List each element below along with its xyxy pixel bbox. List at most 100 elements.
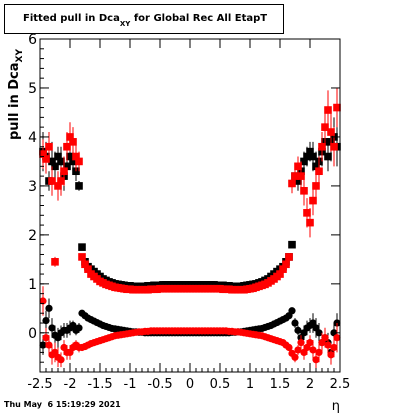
- data-point: [39, 297, 47, 305]
- data-point: [288, 179, 296, 188]
- data-point: [282, 260, 290, 269]
- chart-title-subscript: XY: [119, 20, 131, 28]
- data-point: [63, 142, 71, 151]
- data-point: [324, 341, 332, 349]
- x-tick-label: -1.5: [87, 377, 112, 392]
- data-point: [48, 324, 56, 332]
- data-point: [315, 329, 323, 337]
- x-tick-label: -1: [124, 377, 137, 392]
- data-point: [300, 187, 308, 195]
- x-tick-label: 0.5: [210, 377, 231, 392]
- data-point: [306, 339, 314, 347]
- data-point: [75, 157, 83, 166]
- y-axis-label-main: pull in Dca: [7, 62, 22, 140]
- data-point: [312, 356, 320, 364]
- x-tick-label: -0.5: [147, 377, 172, 392]
- data-point: [54, 152, 62, 161]
- data-point: [84, 265, 92, 273]
- data-point: [42, 155, 50, 163]
- data-point: [333, 334, 341, 342]
- data-point: [57, 356, 65, 364]
- data-point: [288, 307, 296, 315]
- x-tick-label: 2.5: [330, 377, 351, 392]
- data-point: [294, 177, 302, 185]
- data-point: [294, 162, 302, 171]
- y-tick-label: 2: [28, 228, 37, 244]
- data-point: [327, 351, 335, 359]
- data-point: [75, 182, 83, 190]
- y-tick-label: 0: [28, 326, 37, 342]
- data-point: [75, 324, 83, 332]
- data-point: [63, 162, 71, 171]
- x-tick-label: 1: [246, 377, 254, 392]
- data-point: [309, 346, 317, 354]
- y-tick-label: 1: [28, 277, 37, 293]
- data-point: [66, 152, 74, 161]
- chart-axes-layer: [39, 38, 341, 373]
- chart-title-suffix: for Global Rec All EtapT: [130, 13, 268, 24]
- data-point: [69, 157, 77, 166]
- data-point: [276, 270, 284, 278]
- data-point: [321, 334, 329, 342]
- data-point: [66, 133, 74, 141]
- data-point: [39, 341, 47, 349]
- chart-labels-layer: -2.5 -2 -1.5 -1 -0.5 0 0.5 1 1.5 2 2.5 0 1 2 3 4 5 6 η pull…: [7, 32, 350, 414]
- data-point: [291, 172, 299, 180]
- data-point: [291, 353, 299, 361]
- data-point: [45, 341, 53, 349]
- data-point: [51, 162, 59, 171]
- data-point: [306, 218, 314, 227]
- data-point: [315, 348, 323, 357]
- series-3: [39, 286, 341, 370]
- data-point: [45, 304, 53, 312]
- data-point: [306, 147, 314, 156]
- x-tick-label: 0: [186, 377, 194, 392]
- data-point: [81, 260, 89, 269]
- data-point: [333, 103, 341, 112]
- y-tick-label: 5: [28, 81, 37, 97]
- data-point: [57, 157, 65, 166]
- x-tick-label: 1.5: [270, 377, 291, 392]
- data-point: [60, 167, 68, 176]
- x-tick-label: -2.5: [27, 377, 52, 392]
- data-point: [330, 343, 338, 352]
- data-point: [39, 150, 47, 158]
- data-point: [321, 123, 329, 131]
- data-point: [309, 196, 317, 205]
- data-point: [294, 326, 302, 334]
- y-tick-label: 3: [28, 179, 37, 195]
- data-point: [318, 142, 326, 151]
- data-point: [48, 157, 56, 166]
- data-point: [330, 142, 338, 151]
- chart-title-box: Fitted pull in DcaXY for Global Rec All …: [4, 4, 284, 34]
- data-point: [51, 258, 59, 266]
- data-point: [327, 128, 335, 136]
- data-point: [42, 334, 50, 342]
- data-point: [45, 142, 53, 151]
- y-axis-label-subscript: XY: [15, 49, 25, 63]
- chart-title: Fitted pull in DcaXY for Global Rec All …: [23, 13, 267, 28]
- data-point: [285, 253, 293, 261]
- series-1: [39, 87, 341, 294]
- data-point: [288, 240, 296, 249]
- data-point: [285, 343, 293, 352]
- data-point: [324, 106, 332, 114]
- x-tick-label: 2: [306, 377, 314, 392]
- x-tick-label: -2: [64, 377, 77, 392]
- data-point: [279, 265, 287, 273]
- chart-title-prefix: Fitted pull in Dca: [23, 13, 120, 24]
- data-point: [300, 157, 308, 166]
- data-point: [291, 319, 299, 327]
- footer-timestamp: Thu May 6 15:19:29 2021: [4, 400, 121, 409]
- data-point: [78, 243, 86, 251]
- data-point: [312, 182, 320, 190]
- data-point: [303, 209, 311, 217]
- data-point: [312, 162, 320, 171]
- data-point: [303, 152, 311, 161]
- data-point: [297, 339, 305, 347]
- data-point: [72, 152, 80, 161]
- y-tick-label: 6: [28, 32, 37, 48]
- data-point: [48, 177, 56, 185]
- x-axis-label: η: [332, 399, 340, 414]
